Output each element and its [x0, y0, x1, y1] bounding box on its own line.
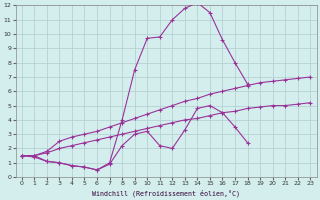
X-axis label: Windchill (Refroidissement éolien,°C): Windchill (Refroidissement éolien,°C): [92, 189, 240, 197]
